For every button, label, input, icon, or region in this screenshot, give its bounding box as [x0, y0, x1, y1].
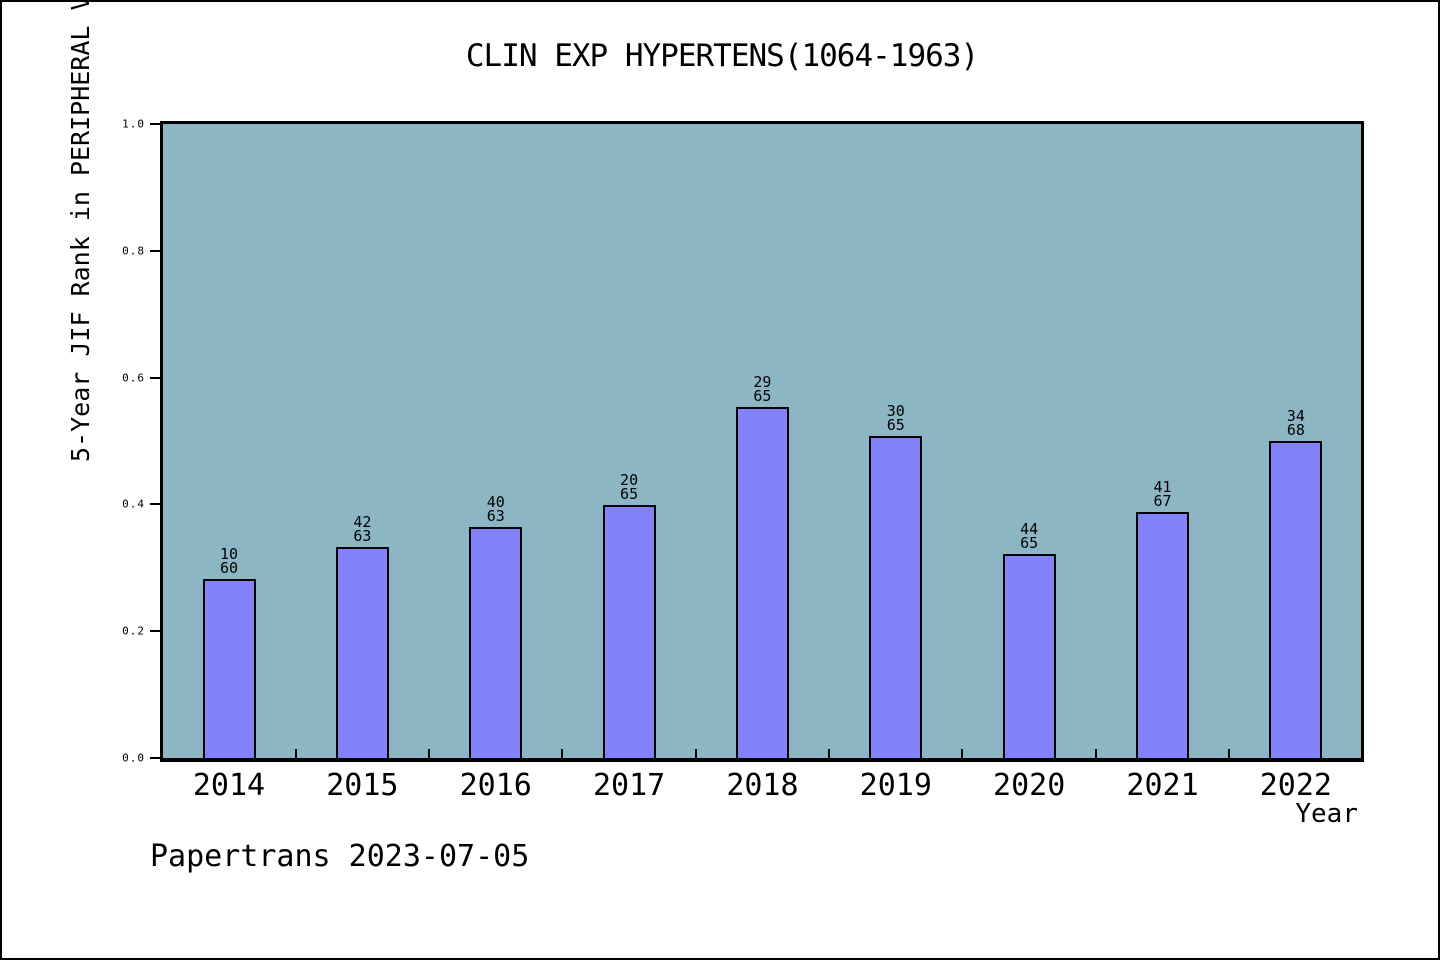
watermark-text: Papertrans 2023-07-05 [150, 839, 530, 874]
x-tick-label-2022: 2022 [1259, 768, 1332, 803]
bar-2017 [602, 505, 656, 758]
y-tick-label: 0.8 [122, 244, 145, 258]
bar-2018 [735, 407, 789, 758]
x-tick-label-2017: 2017 [592, 768, 666, 803]
y-tick-label: 0.6 [122, 371, 145, 385]
bar-2022 [1269, 441, 1323, 758]
x-tick-label-2019: 2019 [859, 768, 932, 803]
bar-value-label: 40 63 [486, 493, 505, 525]
x-minor-tick [694, 749, 697, 758]
y-tick-label: 0.0 [122, 751, 145, 765]
bar-value-label: 41 67 [1153, 478, 1172, 510]
y-tick-mark [150, 376, 162, 379]
x-tick-label-2015: 2015 [326, 768, 399, 803]
x-minor-tick [828, 749, 831, 758]
x-minor-tick [1094, 749, 1097, 758]
bar-2014 [202, 579, 256, 758]
bar-value-label: 20 65 [620, 471, 639, 503]
x-tick-label-2016: 2016 [459, 768, 532, 803]
y-tick-mark [150, 757, 162, 759]
x-tick-label-2014: 2014 [192, 768, 266, 803]
bar-value-label: 29 65 [753, 373, 772, 405]
x-minor-tick [561, 749, 564, 758]
y-tick-label: 0.4 [122, 497, 145, 511]
x-minor-tick [428, 749, 431, 758]
bar-2021 [1136, 512, 1190, 758]
bar-2020 [1002, 554, 1056, 758]
bar-value-label: 42 63 [353, 513, 372, 545]
y-tick-mark [150, 123, 162, 125]
bar-value-label: 30 65 [886, 402, 905, 434]
chart-title: CLIN EXP HYPERTENS(1064-1963) [465, 38, 979, 74]
x-tick-label-2020: 2020 [993, 768, 1066, 803]
y-tick-mark [150, 630, 162, 633]
bar-value-label: 10 60 [219, 545, 239, 577]
x-minor-tick [961, 749, 964, 758]
x-tick-label-2018: 2018 [726, 768, 799, 803]
bar-2016 [469, 527, 523, 758]
bar-2019 [869, 436, 923, 758]
y-tick-label: 0.2 [122, 624, 145, 638]
y-tick-label: 1.0 [122, 117, 145, 131]
y-tick-mark [150, 249, 162, 252]
bar-value-label: 34 68 [1286, 407, 1305, 439]
y-tick-mark [150, 503, 162, 506]
x-minor-tick [294, 749, 297, 758]
bar-2015 [335, 547, 389, 758]
bar-value-label: 44 65 [1020, 520, 1039, 552]
plot-area: 10 60 42 63 40 63 20 65 29 65 30 65 44 65 41 67… [160, 121, 1364, 762]
x-tick-label-2021: 2021 [1126, 768, 1199, 803]
x-minor-tick [1228, 749, 1231, 758]
x-axis-title: Year [1295, 799, 1358, 829]
